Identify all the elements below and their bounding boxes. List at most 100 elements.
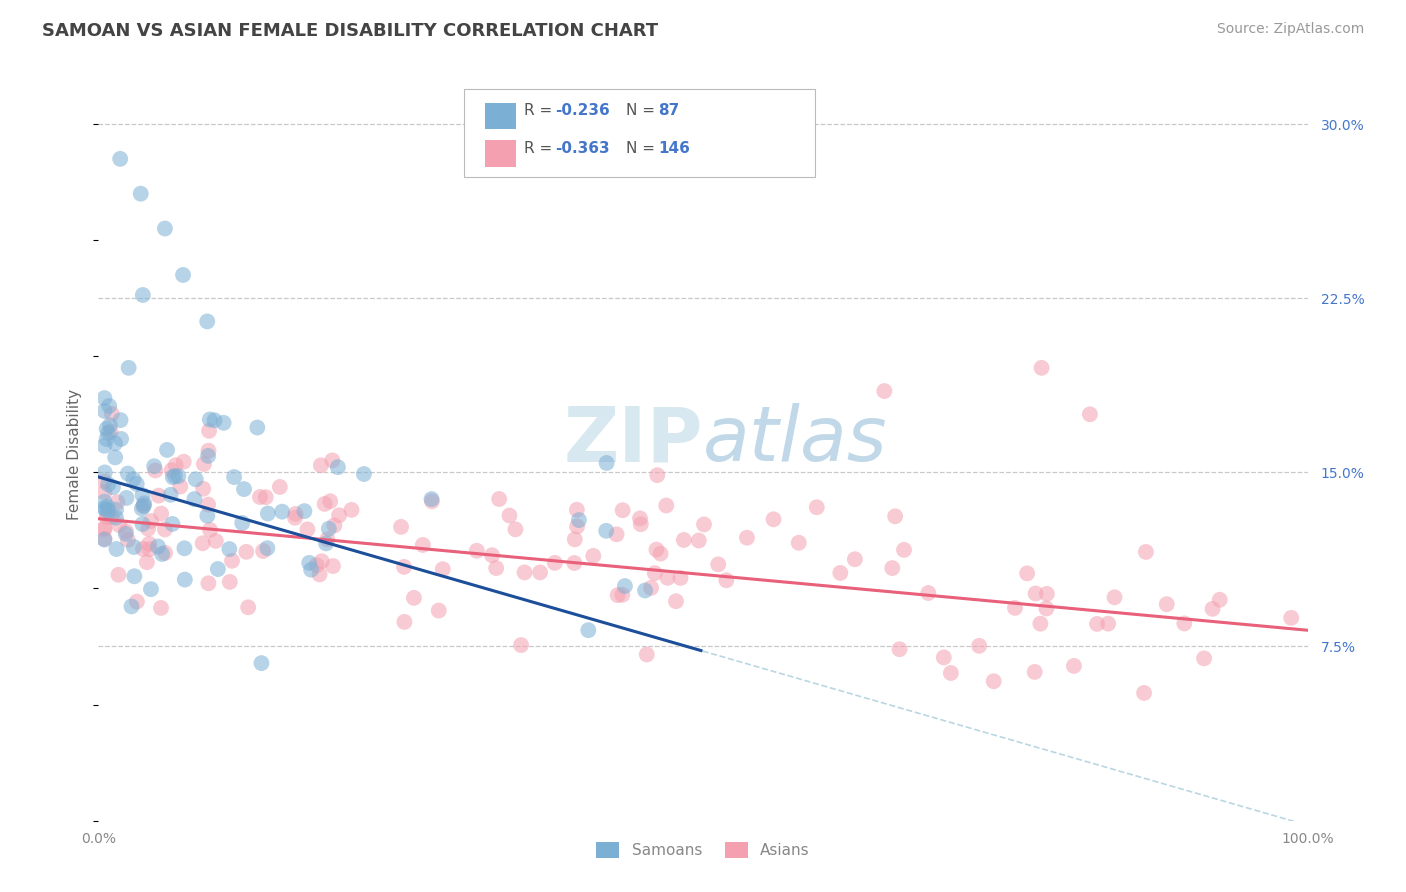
Point — [645, 542, 668, 557]
Point — [314, 497, 336, 511]
Text: atlas: atlas — [703, 403, 887, 477]
Point — [427, 603, 450, 617]
Point — [146, 540, 169, 554]
Point — [1133, 686, 1156, 700]
Point — [235, 545, 257, 559]
Point — [117, 533, 139, 547]
Point — [1173, 616, 1195, 631]
Point — [153, 546, 176, 560]
Point — [193, 482, 215, 496]
Point — [612, 503, 634, 517]
Point — [136, 522, 159, 536]
Point — [328, 508, 350, 523]
Point — [595, 456, 617, 470]
Point — [93, 494, 115, 508]
Point — [110, 413, 132, 427]
Point — [101, 407, 124, 421]
Point — [655, 499, 678, 513]
Point — [97, 503, 120, 517]
Point — [529, 566, 551, 580]
Point — [319, 494, 342, 508]
Point — [114, 527, 136, 541]
Point — [129, 186, 152, 201]
Point — [634, 583, 657, 598]
Point — [299, 563, 322, 577]
Point — [162, 516, 184, 531]
Point — [122, 472, 145, 486]
Point — [1135, 545, 1157, 559]
Point — [93, 391, 115, 405]
Y-axis label: Female Disability: Female Disability — [67, 389, 83, 521]
Point — [207, 562, 229, 576]
Point — [657, 571, 679, 585]
Point — [844, 552, 866, 566]
Point — [150, 547, 173, 561]
Point — [688, 533, 710, 548]
Point — [269, 480, 291, 494]
Point — [110, 432, 132, 446]
Point — [96, 432, 118, 446]
Point — [98, 418, 121, 433]
Point — [510, 638, 533, 652]
Point — [1201, 602, 1223, 616]
Point — [150, 601, 173, 615]
Point — [665, 594, 688, 608]
Point — [93, 532, 115, 546]
Point — [309, 458, 332, 473]
Point — [218, 542, 240, 557]
Point — [252, 544, 274, 558]
Point — [297, 522, 319, 536]
Point — [1025, 586, 1047, 600]
Point — [884, 509, 907, 524]
Point — [669, 571, 692, 585]
Point — [672, 533, 695, 547]
Point — [321, 453, 343, 467]
Text: -0.236: -0.236 — [555, 103, 610, 118]
Text: N =: N = — [626, 103, 659, 118]
Point — [1156, 597, 1178, 611]
Point — [1036, 587, 1059, 601]
Point — [156, 442, 179, 457]
Point — [311, 554, 333, 568]
Point — [131, 501, 153, 516]
Point — [308, 567, 330, 582]
Point — [195, 314, 218, 328]
Point — [93, 439, 115, 453]
Point — [153, 221, 176, 235]
Point — [115, 491, 138, 505]
Point — [340, 503, 363, 517]
Point — [172, 268, 194, 282]
Text: Source: ZipAtlas.com: Source: ZipAtlas.com — [1216, 22, 1364, 37]
Point — [967, 639, 990, 653]
Point — [105, 541, 128, 556]
Point — [1078, 407, 1101, 421]
Point — [565, 519, 588, 533]
Point — [153, 523, 176, 537]
Point — [939, 665, 962, 680]
Point — [606, 527, 628, 541]
Point — [787, 535, 810, 549]
Point — [1097, 616, 1119, 631]
Point — [420, 492, 443, 507]
Point — [564, 533, 586, 547]
Point — [1279, 611, 1302, 625]
Point — [544, 556, 567, 570]
Point — [889, 642, 911, 657]
Point — [94, 503, 117, 517]
Point — [582, 549, 605, 563]
Point — [169, 479, 191, 493]
Point — [650, 547, 672, 561]
Point — [160, 463, 183, 477]
Point — [392, 560, 415, 574]
Point — [97, 425, 120, 440]
Point — [104, 450, 127, 465]
Point — [139, 514, 162, 528]
Point — [104, 502, 127, 516]
Point — [402, 591, 425, 605]
Point — [1104, 591, 1126, 605]
Point — [197, 449, 219, 463]
Point — [93, 485, 115, 500]
Point — [143, 459, 166, 474]
Point — [353, 467, 375, 481]
Point — [148, 489, 170, 503]
